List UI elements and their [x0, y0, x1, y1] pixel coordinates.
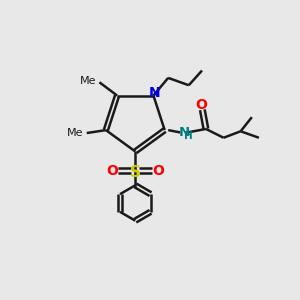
Text: O: O [107, 164, 118, 178]
Text: S: S [130, 165, 141, 180]
Text: O: O [195, 98, 207, 112]
Text: N: N [178, 126, 189, 139]
Text: Me: Me [67, 128, 83, 138]
Text: H: H [184, 131, 193, 141]
Text: N: N [149, 86, 161, 100]
Text: O: O [152, 164, 164, 178]
Text: Me: Me [80, 76, 96, 86]
